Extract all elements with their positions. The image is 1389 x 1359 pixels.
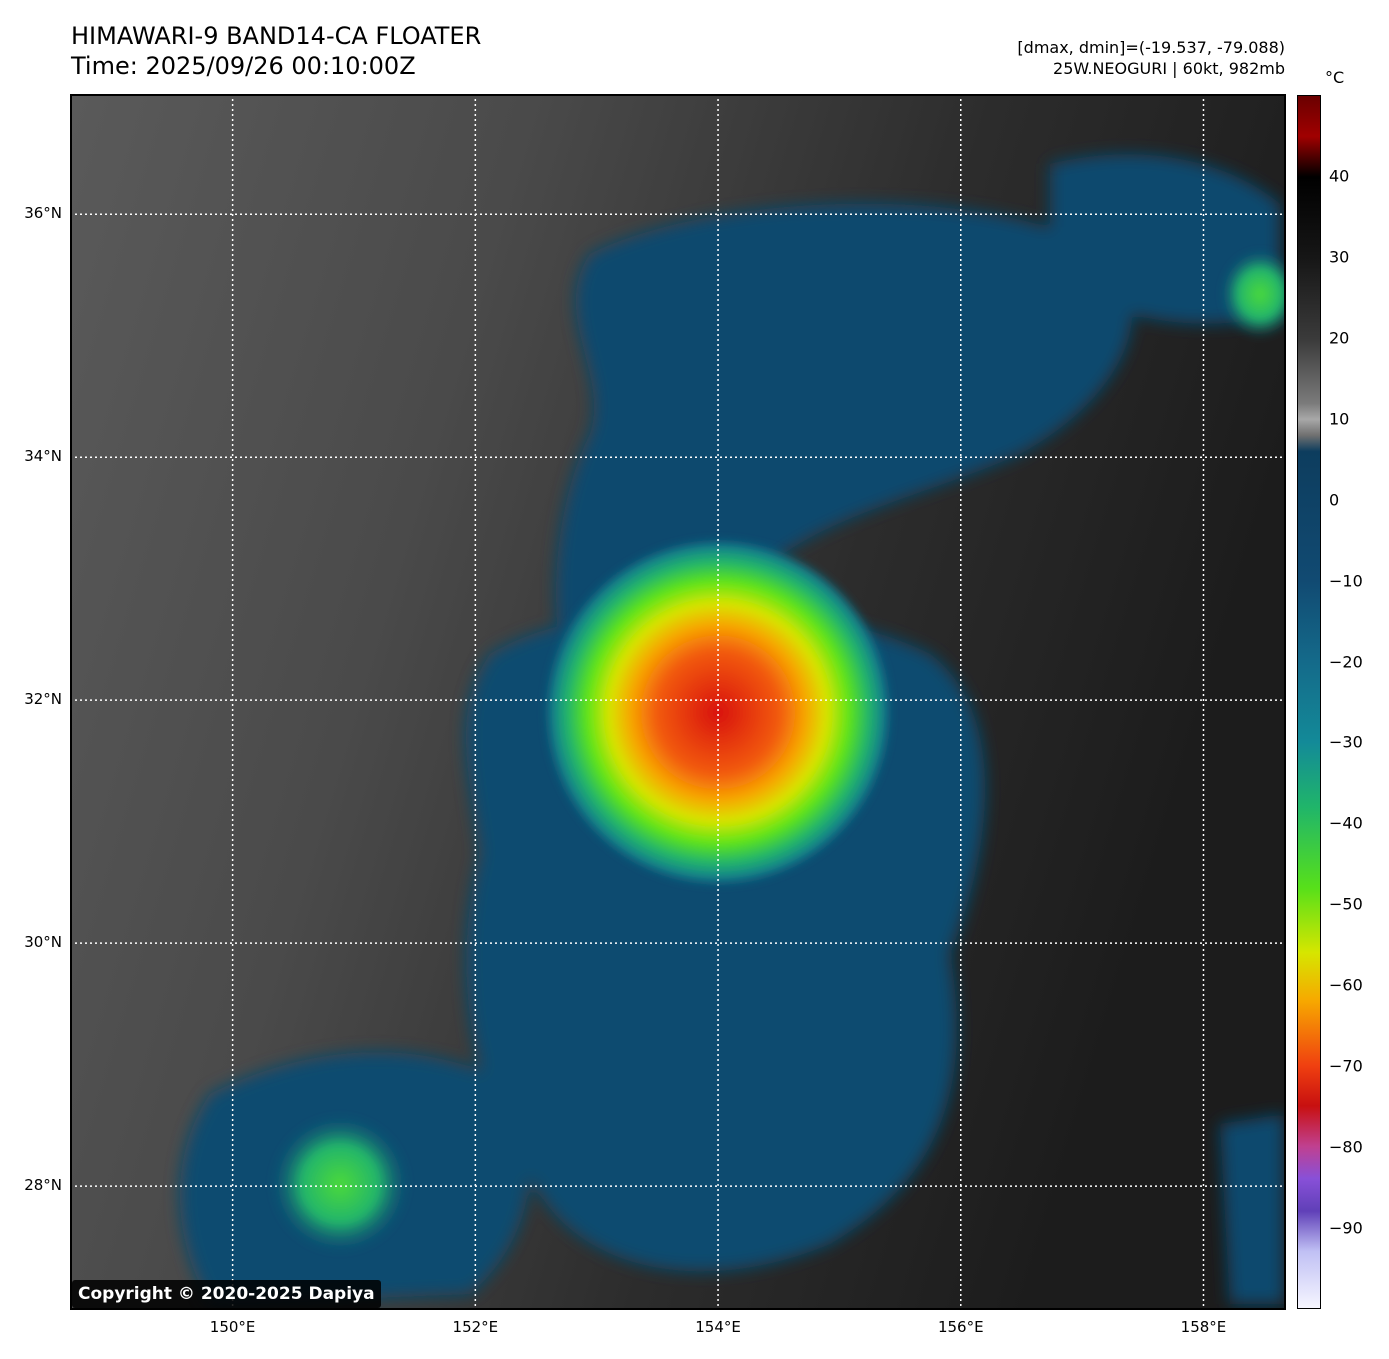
colorbar-tick-label: 0 — [1329, 490, 1340, 510]
colorbar-tick-label: 20 — [1329, 328, 1350, 348]
graticule — [70, 94, 1286, 1310]
latitude-label: 34°N — [24, 447, 62, 466]
colorbar-tick-label: 40 — [1329, 166, 1350, 186]
satellite-map: Copyright © 2020-2025 Dapiya — [70, 94, 1286, 1310]
longitude-label: 152°E — [452, 1318, 499, 1336]
colorbar-tick-label: 10 — [1329, 409, 1350, 429]
colorbar-tick-label: −70 — [1329, 1056, 1363, 1076]
colorbar-tick-label: −40 — [1329, 813, 1363, 833]
storm-core — [543, 537, 894, 888]
longitude-label: 158°E — [1180, 1318, 1227, 1336]
colorbar-tick-label: −20 — [1329, 652, 1363, 672]
map-title: HIMAWARI-9 BAND14-CA FLOATER — [71, 22, 482, 50]
latitude-label: 28°N — [24, 1176, 62, 1195]
latitude-label: 30°N — [24, 933, 62, 952]
colorbar-tick-label: −60 — [1329, 975, 1363, 995]
colorbar-tick-label: 30 — [1329, 247, 1350, 267]
green-cell-southwest — [270, 1114, 410, 1254]
storm-info: 25W.NEOGURI | 60kt, 982mb — [1053, 59, 1285, 78]
colorbar-tick-label: −30 — [1329, 732, 1363, 752]
colorbar-tick-label: −50 — [1329, 894, 1363, 914]
longitude-label: 154°E — [695, 1318, 741, 1336]
colorbar-tick-label: −80 — [1329, 1137, 1363, 1157]
green-cell-northeast — [1220, 249, 1286, 339]
colorbar-tick-label: −90 — [1329, 1218, 1363, 1238]
longitude-label: 150°E — [209, 1318, 256, 1336]
latitude-label: 36°N — [24, 204, 62, 223]
colorbar-unit: °C — [1325, 68, 1345, 87]
copyright-badge: Copyright © 2020-2025 Dapiya — [72, 1280, 381, 1308]
map-time: Time: 2025/09/26 00:10:00Z — [71, 52, 416, 80]
longitude-label: 156°E — [937, 1318, 984, 1336]
map-border — [70, 94, 1286, 1310]
value-range: [dmax, dmin]=(-19.537, -79.088) — [1017, 38, 1285, 57]
colorbar-tick-label: −10 — [1329, 571, 1363, 591]
colorbar — [1297, 95, 1321, 1309]
latitude-label: 32°N — [24, 690, 62, 709]
